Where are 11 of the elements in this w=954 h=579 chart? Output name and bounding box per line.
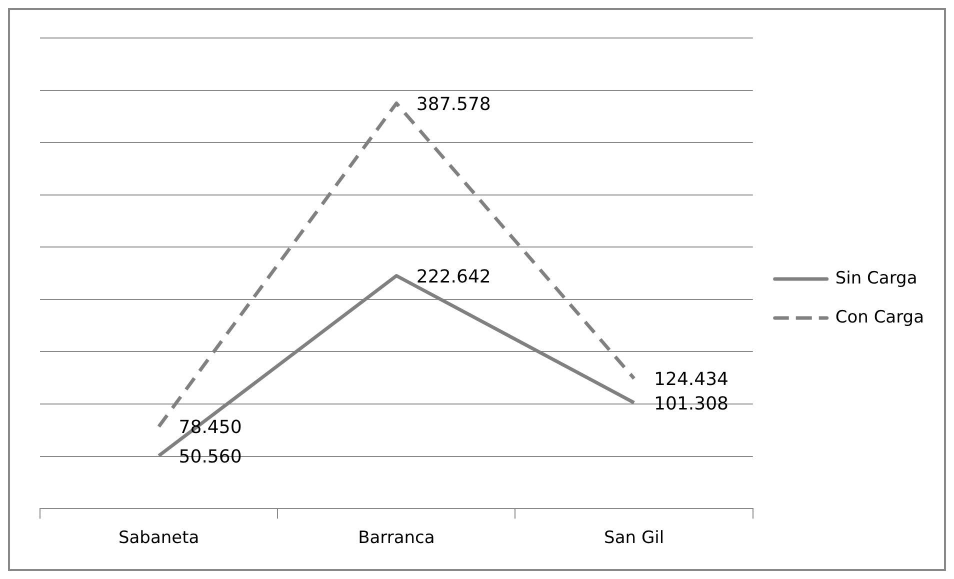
data-label: 50.560 xyxy=(178,446,242,468)
x-tick-label: Barranca xyxy=(358,528,435,548)
data-label: 387.578 xyxy=(416,94,491,115)
x-tick-label: San Gil xyxy=(604,528,664,548)
data-label: 222.642 xyxy=(416,266,491,288)
legend-label: Con Carga xyxy=(835,307,924,328)
data-label: 101.308 xyxy=(654,393,728,414)
data-label: 124.434 xyxy=(654,369,728,390)
legend-label: Sin Carga xyxy=(835,268,918,288)
x-tick-label: Sabaneta xyxy=(118,528,200,548)
data-label: 78.450 xyxy=(178,417,242,438)
